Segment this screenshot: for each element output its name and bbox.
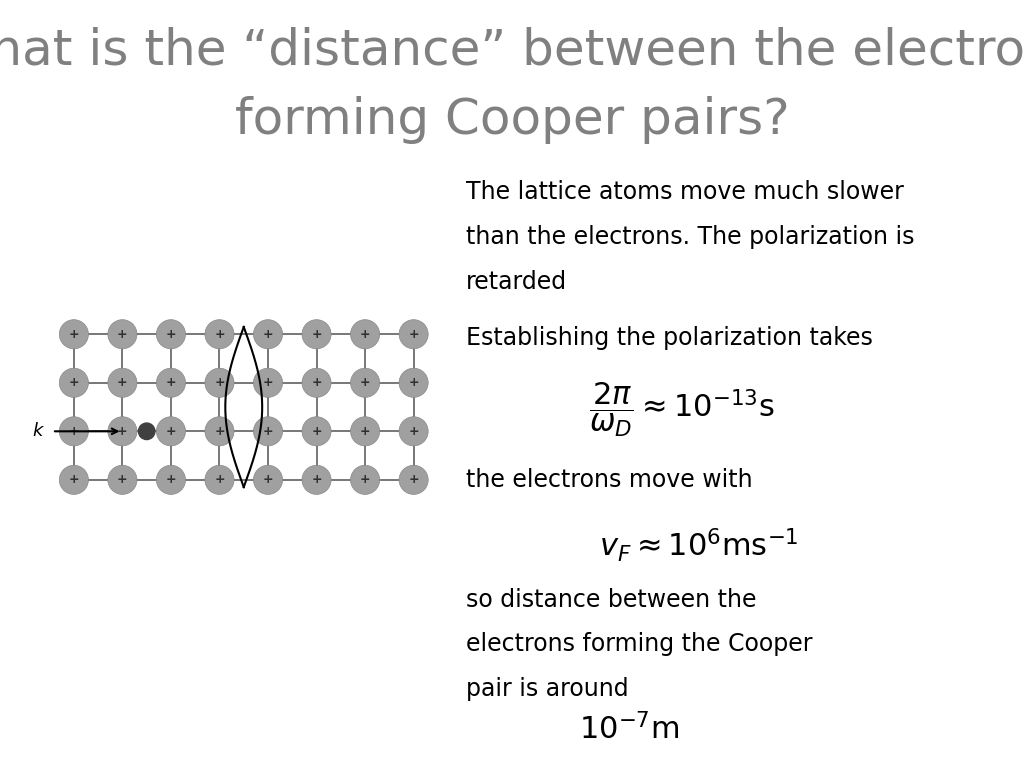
Text: +: +: [359, 328, 371, 341]
Text: +: +: [409, 473, 419, 486]
Text: +: +: [409, 328, 419, 341]
Text: $10^{-7}\mathrm{m}$: $10^{-7}\mathrm{m}$: [579, 713, 679, 745]
Text: +: +: [263, 473, 273, 486]
Text: pair is around: pair is around: [466, 677, 629, 700]
Circle shape: [350, 319, 380, 349]
Circle shape: [350, 417, 380, 446]
Text: +: +: [69, 473, 79, 486]
Text: +: +: [359, 473, 371, 486]
Text: +: +: [409, 376, 419, 389]
Text: +: +: [214, 473, 225, 486]
Circle shape: [350, 465, 380, 495]
Circle shape: [205, 368, 234, 397]
Circle shape: [399, 417, 428, 446]
Text: so distance between the: so distance between the: [466, 588, 757, 611]
Text: $\dfrac{2\pi}{\omega_D} \approx 10^{-13}\mathrm{s}$: $\dfrac{2\pi}{\omega_D} \approx 10^{-13}…: [589, 380, 774, 439]
Text: +: +: [69, 376, 79, 389]
Text: +: +: [263, 376, 273, 389]
Circle shape: [59, 417, 88, 446]
Text: +: +: [166, 425, 176, 438]
Text: +: +: [409, 425, 419, 438]
Text: +: +: [311, 328, 322, 341]
Text: $v_F \approx 10^{6}\mathrm{ms}^{-1}$: $v_F \approx 10^{6}\mathrm{ms}^{-1}$: [599, 526, 799, 564]
Text: +: +: [117, 425, 128, 438]
Text: retarded: retarded: [466, 270, 567, 293]
Text: What is the “distance” between the electrons: What is the “distance” between the elect…: [0, 27, 1024, 75]
Circle shape: [302, 368, 331, 397]
Text: The lattice atoms move much slower: The lattice atoms move much slower: [466, 180, 904, 204]
Circle shape: [302, 319, 331, 349]
Circle shape: [350, 368, 380, 397]
Circle shape: [399, 465, 428, 495]
Text: the electrons move with: the electrons move with: [466, 468, 753, 492]
Text: +: +: [214, 376, 225, 389]
Text: +: +: [166, 473, 176, 486]
Text: +: +: [359, 425, 371, 438]
Circle shape: [254, 465, 283, 495]
Text: +: +: [214, 328, 225, 341]
Text: +: +: [166, 376, 176, 389]
Circle shape: [399, 319, 428, 349]
Text: +: +: [263, 328, 273, 341]
Text: Establishing the polarization takes: Establishing the polarization takes: [466, 326, 872, 350]
Circle shape: [254, 368, 283, 397]
Circle shape: [59, 368, 88, 397]
Circle shape: [205, 319, 234, 349]
Text: +: +: [117, 328, 128, 341]
Text: +: +: [214, 425, 225, 438]
Circle shape: [59, 465, 88, 495]
Circle shape: [254, 417, 283, 446]
Text: +: +: [117, 473, 128, 486]
Circle shape: [157, 465, 185, 495]
Circle shape: [108, 319, 137, 349]
Circle shape: [157, 417, 185, 446]
Circle shape: [138, 423, 155, 439]
Circle shape: [108, 465, 137, 495]
Circle shape: [302, 465, 331, 495]
Text: +: +: [263, 425, 273, 438]
Circle shape: [399, 368, 428, 397]
Text: +: +: [166, 328, 176, 341]
Text: +: +: [359, 376, 371, 389]
Circle shape: [205, 465, 234, 495]
Circle shape: [157, 319, 185, 349]
Circle shape: [108, 417, 137, 446]
Text: +: +: [311, 473, 322, 486]
Text: than the electrons. The polarization is: than the electrons. The polarization is: [466, 225, 914, 249]
Text: +: +: [311, 376, 322, 389]
Circle shape: [157, 368, 185, 397]
Text: +: +: [69, 328, 79, 341]
Circle shape: [254, 319, 283, 349]
Circle shape: [302, 417, 331, 446]
Circle shape: [59, 319, 88, 349]
Text: forming Cooper pairs?: forming Cooper pairs?: [234, 96, 790, 144]
Text: k: k: [33, 422, 43, 440]
Text: +: +: [311, 425, 322, 438]
Text: electrons forming the Cooper: electrons forming the Cooper: [466, 632, 812, 656]
Circle shape: [108, 368, 137, 397]
Text: +: +: [117, 376, 128, 389]
Text: +: +: [69, 425, 79, 438]
Circle shape: [205, 417, 234, 446]
